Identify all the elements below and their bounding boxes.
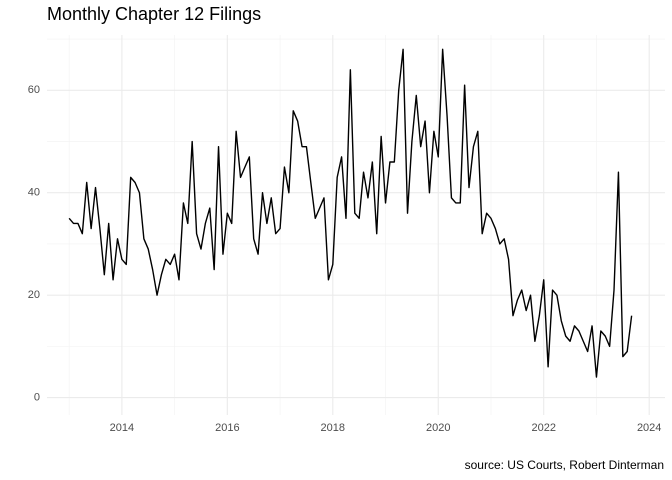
data-line — [68, 48, 633, 378]
y-tick-label: 60 — [28, 84, 40, 96]
caption: source: US Courts, Robert Dinterman — [465, 458, 664, 472]
x-tick-label: 2024 — [637, 422, 661, 434]
y-tick-label: 0 — [34, 391, 40, 403]
chart-title: Monthly Chapter 12 Filings — [47, 4, 261, 24]
x-tick-label: 2022 — [531, 422, 555, 434]
x-tick-label: 2014 — [110, 422, 134, 434]
x-tick-label: 2018 — [321, 422, 345, 434]
y-tick-label: 40 — [28, 187, 40, 199]
x-tick-label: 2016 — [215, 422, 239, 434]
x-tick-label: 2020 — [426, 422, 450, 434]
y-tick-label: 20 — [28, 289, 40, 301]
